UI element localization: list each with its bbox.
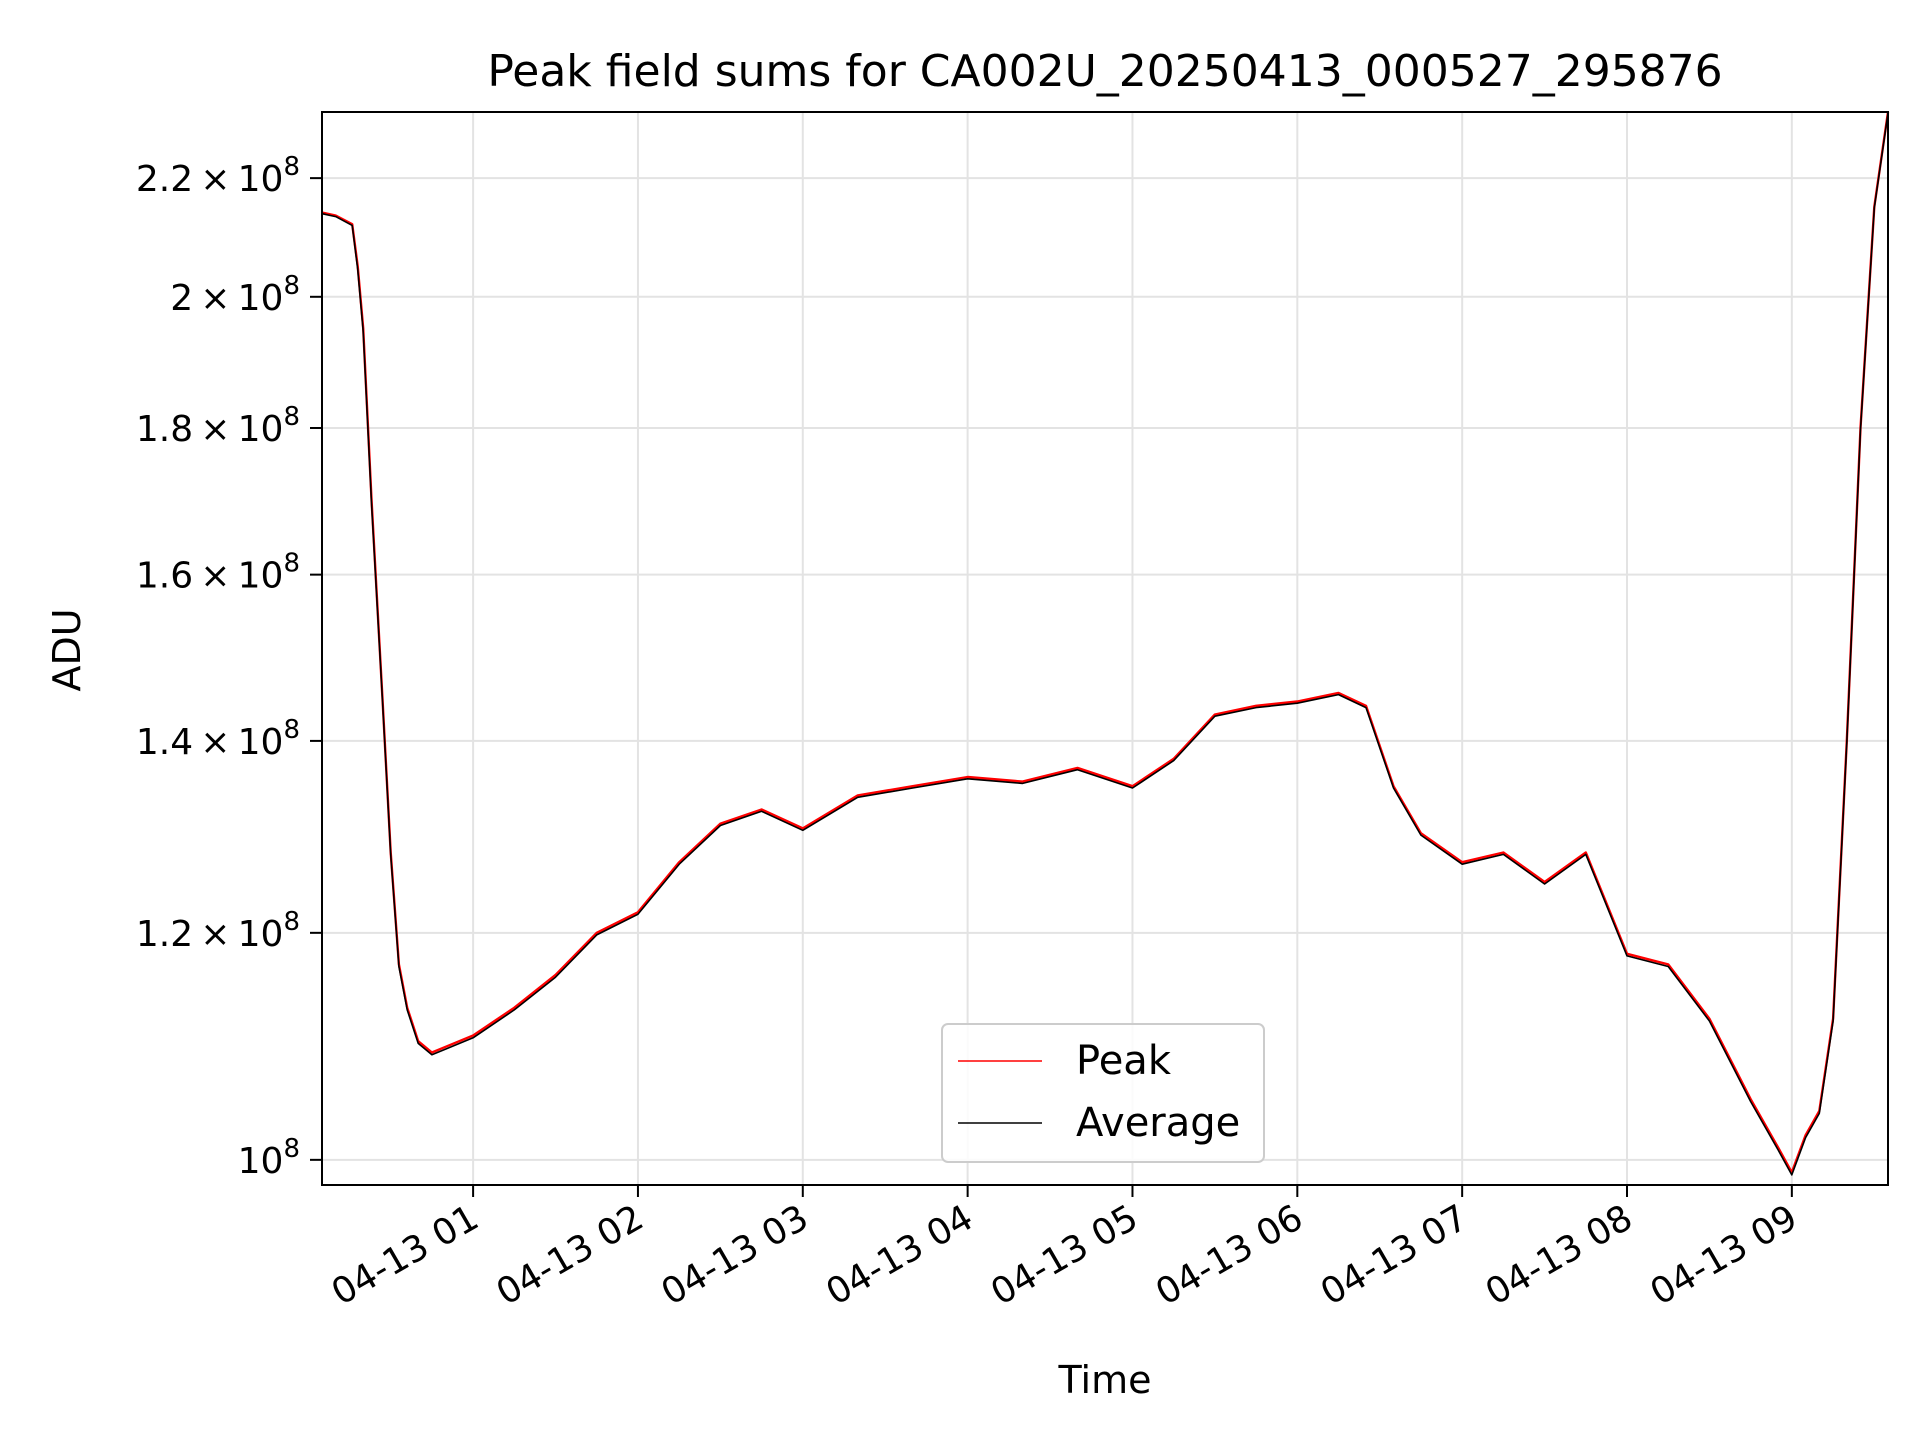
x-axis-label: Time [1058, 1358, 1152, 1402]
series-line-average [321, 112, 1889, 1176]
series-layer [321, 111, 1890, 1176]
y-tick-label: 2 × 108 [170, 271, 300, 319]
y-tick-label: 1.6 × 108 [136, 549, 300, 597]
y-tick-label: 2.2 × 108 [136, 152, 300, 200]
legend-label-average: Average [1076, 1100, 1240, 1146]
legend-label-peak: Peak [1076, 1038, 1172, 1084]
plot-frame [321, 111, 1889, 1186]
legend-box [941, 1023, 1265, 1163]
y-axis-label: ADU [45, 608, 89, 691]
y-tick-label: 1.4 × 108 [136, 715, 300, 763]
y-tick-label: 1.8 × 108 [136, 402, 300, 450]
y-tick-label: 1.2 × 108 [136, 907, 300, 955]
legend: Peak Average [941, 1023, 1265, 1163]
y-tick-label: 108 [238, 1134, 300, 1182]
chart-title: Peak field sums for CA002U_20250413_0005… [487, 46, 1722, 97]
